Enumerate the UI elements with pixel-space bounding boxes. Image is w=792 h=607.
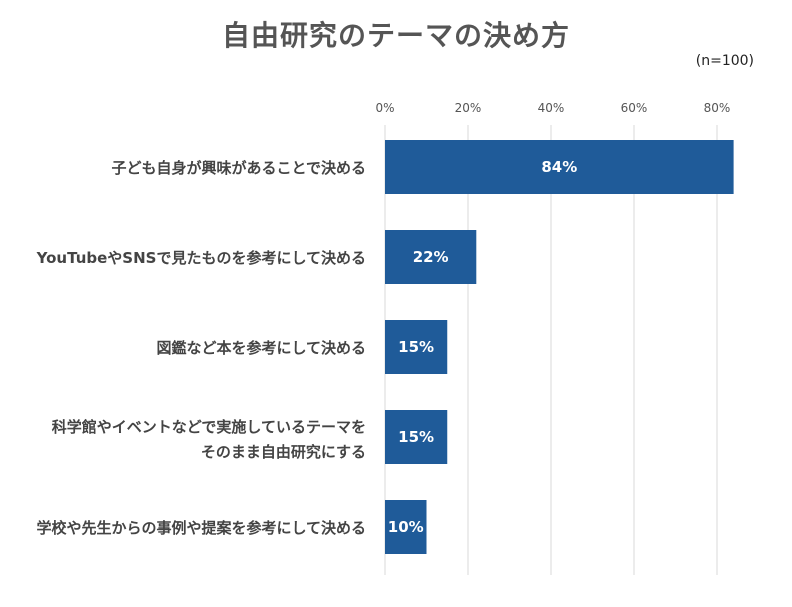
bar — [385, 410, 448, 464]
data-label: 84% — [541, 158, 577, 176]
bar — [385, 140, 734, 194]
category-label: そのまま自由研究にする — [201, 443, 366, 461]
x-tick-label: 60% — [621, 101, 648, 115]
sample-size-note: (n=100) — [695, 53, 754, 69]
data-label: 22% — [413, 248, 449, 266]
category-label: YouTubeやSNSで見たものを参考にして決める — [36, 249, 366, 267]
data-label: 10% — [388, 518, 424, 536]
x-tick-label: 80% — [704, 101, 731, 115]
bar — [385, 320, 448, 374]
bar — [385, 500, 427, 554]
x-tick-label: 40% — [538, 101, 565, 115]
data-label: 15% — [398, 338, 434, 356]
x-tick-label: 0% — [375, 101, 394, 115]
data-label: 15% — [398, 428, 434, 446]
category-label: 科学館やイベントなどで実施しているテーマを — [52, 418, 366, 436]
category-label: 学校や先生からの事例や提案を参考にして決める — [36, 519, 366, 537]
x-tick-label: 20% — [455, 101, 482, 115]
bar — [385, 230, 477, 284]
category-label: 図鑑など本を参考にして決める — [156, 339, 366, 357]
category-label: 子ども自身が興味があることで決める — [111, 159, 366, 177]
chart-title: 自由研究のテーマの決め方 — [221, 19, 570, 52]
